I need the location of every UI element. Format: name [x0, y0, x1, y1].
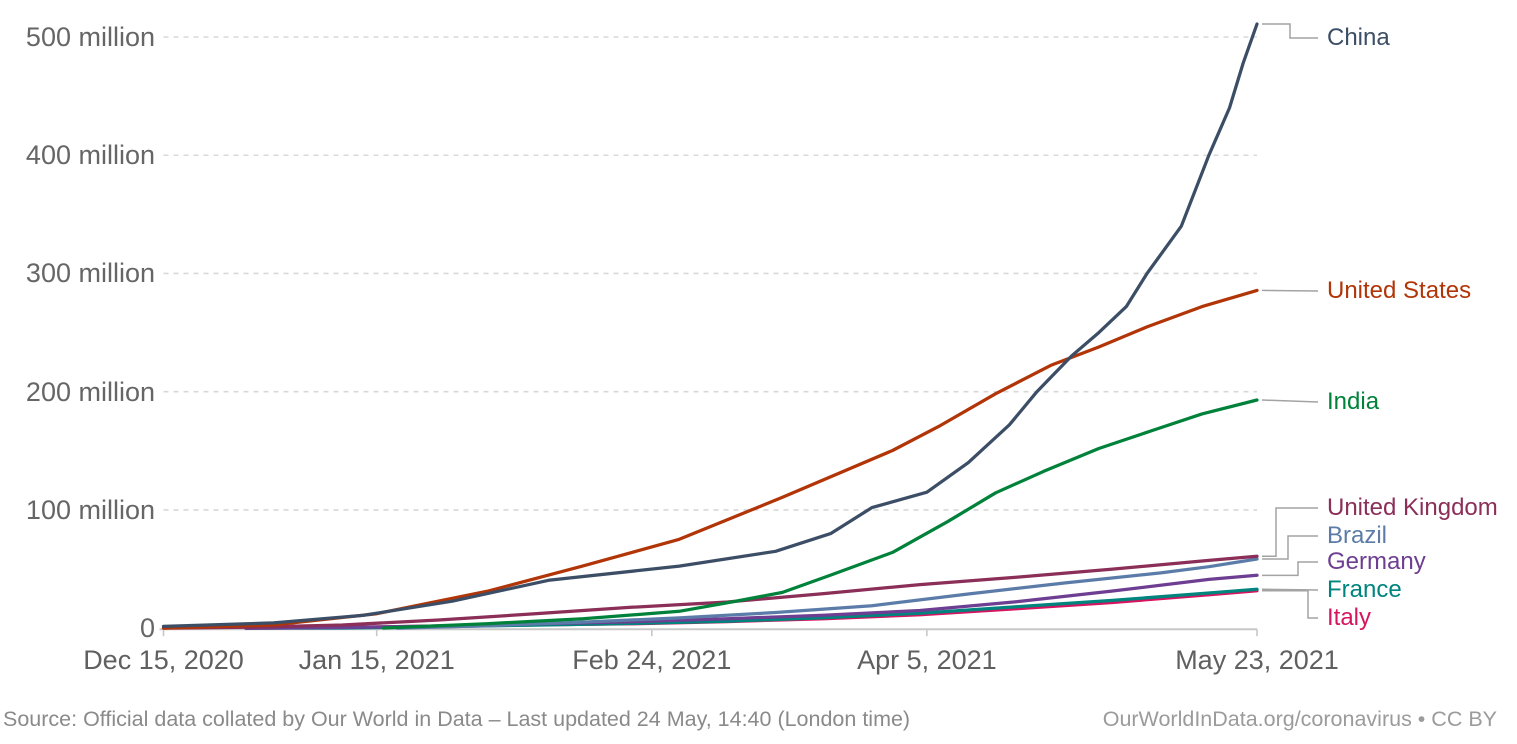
y-axis-tick-label: 500 million	[25, 22, 155, 52]
chart-footer: Source: Official data collated by Our Wo…	[0, 704, 1517, 744]
series-line-china[interactable]	[161, 22, 1259, 629]
label-connector-line	[1262, 535, 1318, 560]
series-label-italy[interactable]: Italy	[1327, 604, 1372, 631]
y-axis-tick-label: 300 million	[25, 258, 155, 289]
series-line-brazil[interactable]	[395, 557, 1259, 630]
label-connector-line	[1262, 23, 1318, 39]
series-label-united-states[interactable]: United States	[1327, 277, 1472, 304]
x-axis-tick-label: May 23, 2021	[1175, 645, 1339, 675]
y-axis-tick-label: 100 million	[25, 494, 155, 525]
label-connector-line	[1261, 588, 1319, 591]
x-axis-tick-label: Apr 5, 2021	[857, 645, 997, 675]
series-label-india[interactable]: India	[1327, 388, 1380, 415]
x-axis-tick-label: Jan 15, 2021	[298, 645, 455, 675]
owid-license-link[interactable]: OurWorldInData.org/coronavirus • CC BY	[1102, 707, 1497, 731]
label-connector-line	[1262, 507, 1318, 558]
y-axis-tick-label: 200 million	[25, 376, 155, 407]
series-label-brazil[interactable]: Brazil	[1327, 522, 1388, 549]
series-label-france[interactable]: France	[1327, 576, 1402, 603]
source-note: Source: Official data collated by Our Wo…	[3, 707, 911, 731]
x-axis-tick-label: Feb 24, 2021	[572, 645, 732, 675]
series-line-united-states[interactable]	[161, 288, 1259, 630]
series-line-india[interactable]	[381, 398, 1259, 630]
label-connector-line	[1261, 289, 1319, 292]
series-label-germany[interactable]: Germany	[1327, 548, 1426, 575]
label-connector-line	[1262, 561, 1318, 577]
series-label-united-kingdom[interactable]: United Kingdom	[1327, 494, 1498, 521]
label-connector-line	[1262, 589, 1318, 619]
x-axis-tick-label: Dec 15, 2020	[83, 645, 244, 675]
y-axis-tick-label: 400 million	[25, 140, 155, 171]
y-axis-tick-label: 0	[139, 613, 155, 644]
series-label-china[interactable]: China	[1327, 24, 1390, 51]
label-connector-line	[1261, 399, 1319, 403]
